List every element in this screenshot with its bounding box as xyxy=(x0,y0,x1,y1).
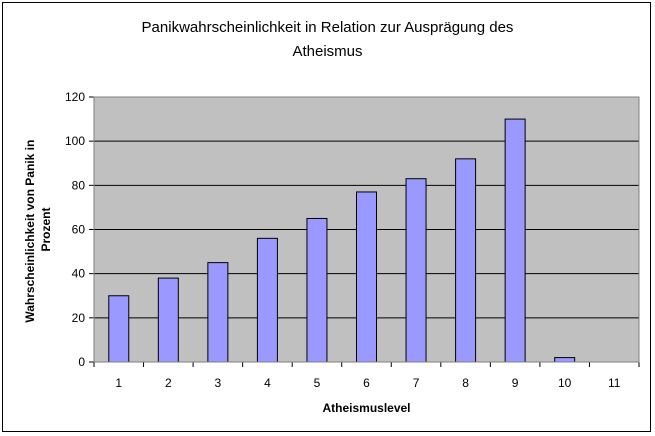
x-tick-label: 3 xyxy=(215,376,222,390)
x-tick-label: 2 xyxy=(165,376,172,390)
bar-5 xyxy=(306,217,328,363)
y-axis-label-line1: Wahrscheinlichkeit von Panik in xyxy=(23,140,37,323)
x-tick-label: 8 xyxy=(462,376,469,390)
y-tick-label: 80 xyxy=(72,178,86,192)
bar-4 xyxy=(256,237,278,363)
bar-1 xyxy=(108,295,130,363)
y-tick-label: 40 xyxy=(72,267,86,281)
x-tick-labels: 1 2 3 4 5 6 7 8 9 10 11 xyxy=(115,376,620,390)
bar-2 xyxy=(157,277,179,363)
bar-7 xyxy=(405,178,427,363)
y-axis-label: Wahrscheinlichkeit von Panik in Prozent xyxy=(23,136,53,322)
y-tick-label: 20 xyxy=(72,311,86,325)
bars xyxy=(108,118,576,363)
x-tick-label: 4 xyxy=(264,376,271,390)
x-tick-label: 5 xyxy=(314,376,321,390)
plot-border xyxy=(93,96,640,363)
bar-3 xyxy=(207,262,229,363)
y-tick-label: 120 xyxy=(65,90,85,104)
y-tick-label: 60 xyxy=(72,223,86,237)
x-tick-label: 10 xyxy=(558,376,572,390)
x-tick-label: 7 xyxy=(413,376,420,390)
y-axis-label-line2: Prozent xyxy=(39,207,53,251)
bar-8 xyxy=(455,158,477,363)
y-tick-labels: 0 20 40 60 80 100 120 xyxy=(65,90,85,369)
bar-6 xyxy=(356,191,377,363)
x-tick-label: 11 xyxy=(608,376,621,390)
axes xyxy=(89,96,640,367)
x-tick-label: 9 xyxy=(512,376,519,390)
y-tick-label: 0 xyxy=(78,355,85,369)
chart-title: Panikwahrscheinlichkeit in Relation zur … xyxy=(0,16,655,64)
bar-9 xyxy=(504,118,526,363)
bar-10 xyxy=(554,357,576,363)
x-axis-label: Atheismuslevel xyxy=(322,401,410,415)
x-tick-label: 1 xyxy=(115,376,122,390)
chart-title-line1: Panikwahrscheinlichkeit in Relation zur … xyxy=(141,19,514,36)
chart-title-line2: Atheismus xyxy=(292,43,363,60)
y-tick-label: 100 xyxy=(65,134,85,148)
x-tick-label: 6 xyxy=(363,376,370,390)
